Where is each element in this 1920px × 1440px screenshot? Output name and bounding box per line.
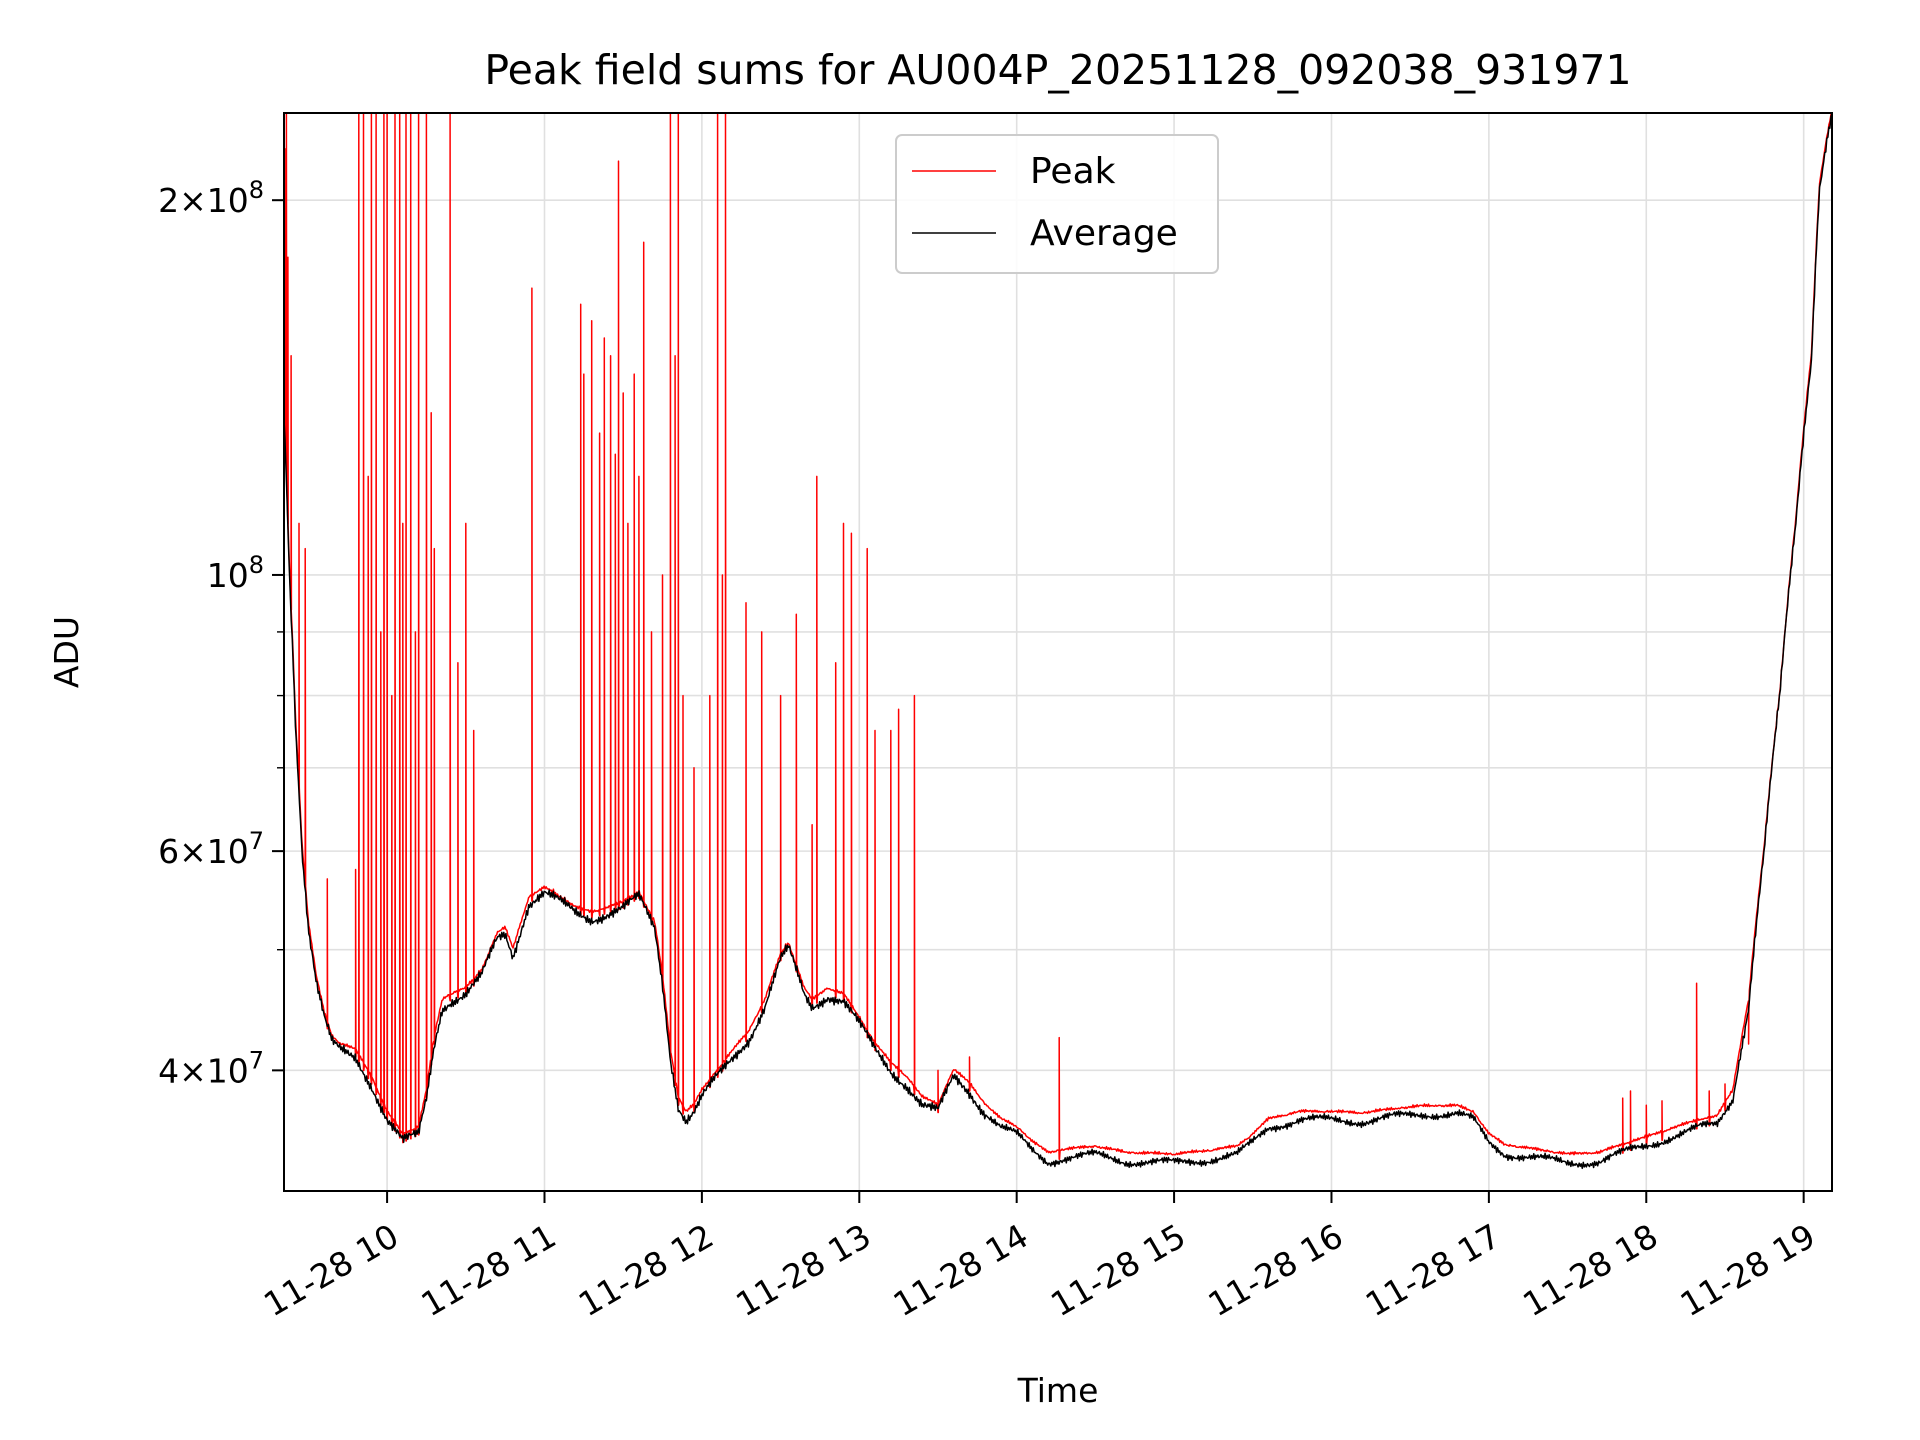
grid-layer bbox=[284, 113, 1832, 1191]
average-series-line bbox=[284, 113, 1832, 1170]
legend-peak-label: Peak bbox=[1030, 151, 1116, 192]
y-axis-label: ADU bbox=[47, 616, 86, 688]
y-tick-label: 2×108 bbox=[158, 176, 264, 220]
axes-frame bbox=[283, 112, 1833, 1192]
legend: Peak Average bbox=[895, 134, 1219, 274]
series-layer bbox=[284, 113, 1832, 1170]
y-tick-label: 108 bbox=[207, 551, 264, 595]
legend-average-label: Average bbox=[1030, 213, 1178, 254]
y-tick-label: 6×107 bbox=[158, 827, 264, 871]
legend-box bbox=[895, 134, 1219, 274]
x-axis-label: Time bbox=[1017, 1371, 1099, 1410]
chart-title: Peak field sums for AU004P_20251128_0920… bbox=[484, 46, 1631, 94]
y-tick-label: 4×107 bbox=[158, 1046, 264, 1090]
